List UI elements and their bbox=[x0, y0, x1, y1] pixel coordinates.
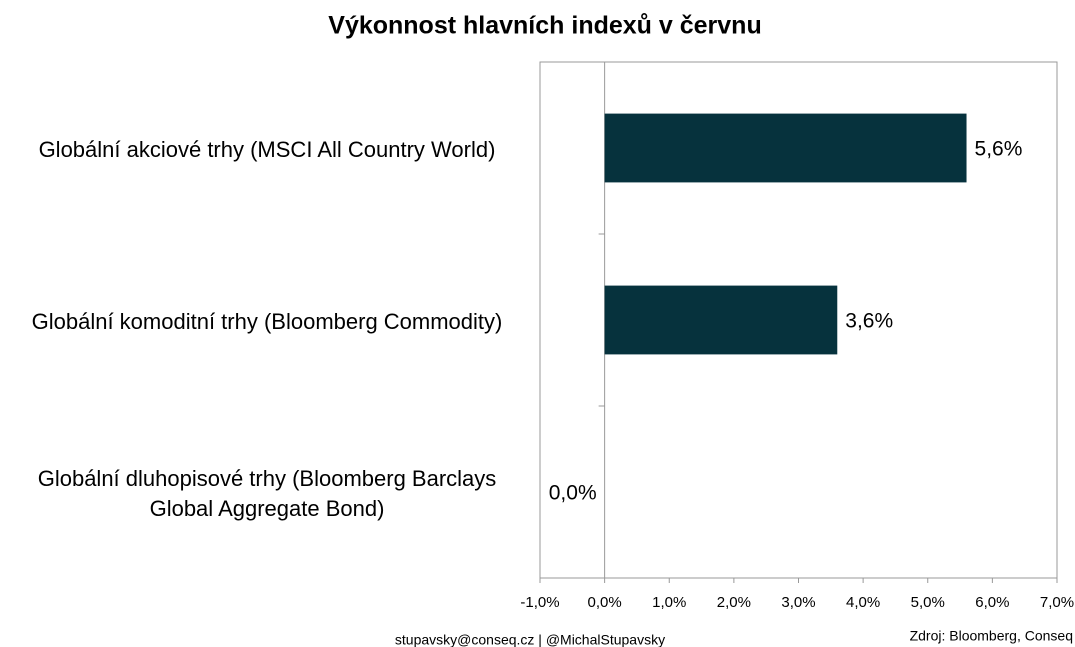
x-tick-label: 5,0% bbox=[911, 594, 945, 611]
x-tick-label: 4,0% bbox=[846, 594, 880, 611]
footer: stupavsky@conseq.cz | @MichalStupavsky bbox=[395, 632, 665, 647]
x-tick-label: 6,0% bbox=[975, 594, 1009, 611]
bar bbox=[604, 113, 967, 183]
x-tick-label: 2,0% bbox=[717, 594, 751, 611]
bar bbox=[604, 285, 838, 355]
category-label: Globální komoditní trhy (Bloomberg Commo… bbox=[31, 309, 503, 334]
value-label: 0,0% bbox=[549, 482, 597, 505]
source: Zdroj: Bloomberg, Conseq bbox=[910, 628, 1073, 644]
category-label: Globální dluhopisové trhy (Bloomberg Bar… bbox=[37, 466, 497, 521]
value-label: 3,6% bbox=[845, 310, 893, 333]
chart-title: Výkonnost hlavních indexů v červnu bbox=[328, 12, 761, 40]
x-tick-label: 7,0% bbox=[1040, 594, 1074, 611]
category-label: Globální akciové trhy (MSCI All Country … bbox=[38, 137, 496, 162]
x-tick-label: 3,0% bbox=[781, 594, 815, 611]
x-tick-label: 0,0% bbox=[588, 594, 622, 611]
x-tick-label: -1,0% bbox=[520, 594, 559, 611]
value-label: 5,6% bbox=[975, 138, 1023, 161]
x-tick-label: 1,0% bbox=[652, 594, 686, 611]
